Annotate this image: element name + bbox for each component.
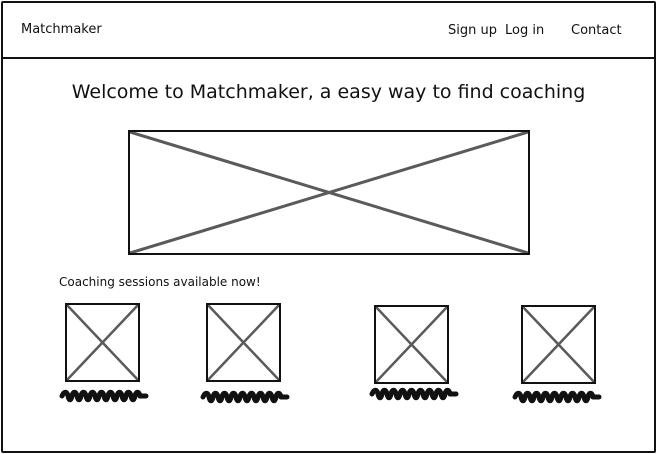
session-thumbnail-2[interactable] xyxy=(206,303,281,382)
page-headline: Welcome to Matchmaker, a easy way to fin… xyxy=(71,81,586,103)
session-caption-scribble-4[interactable] xyxy=(511,387,603,405)
brand-logo-text[interactable]: Matchmaker xyxy=(21,22,102,37)
image-placeholder-icon xyxy=(130,132,528,253)
top-navbar: Matchmaker Sign up Log in Contact xyxy=(3,3,654,59)
session-caption-scribble-1[interactable] xyxy=(58,386,150,404)
image-placeholder-icon xyxy=(376,307,447,382)
session-caption-scribble-3[interactable] xyxy=(368,384,460,402)
nav-contact-link[interactable]: Contact xyxy=(571,23,622,38)
hero-image-placeholder xyxy=(128,130,530,255)
session-thumbnail-4[interactable] xyxy=(521,305,596,384)
sessions-heading: Coaching sessions available now! xyxy=(59,275,261,289)
image-placeholder-icon xyxy=(523,307,594,382)
image-placeholder-icon xyxy=(208,305,279,380)
session-thumbnail-3[interactable] xyxy=(374,305,449,384)
image-placeholder-icon xyxy=(67,305,138,380)
nav-log-in-link[interactable]: Log in xyxy=(505,23,545,38)
session-caption-scribble-2[interactable] xyxy=(199,387,291,405)
session-thumbnail-1[interactable] xyxy=(65,303,140,382)
nav-sign-up-link[interactable]: Sign up xyxy=(448,23,497,38)
